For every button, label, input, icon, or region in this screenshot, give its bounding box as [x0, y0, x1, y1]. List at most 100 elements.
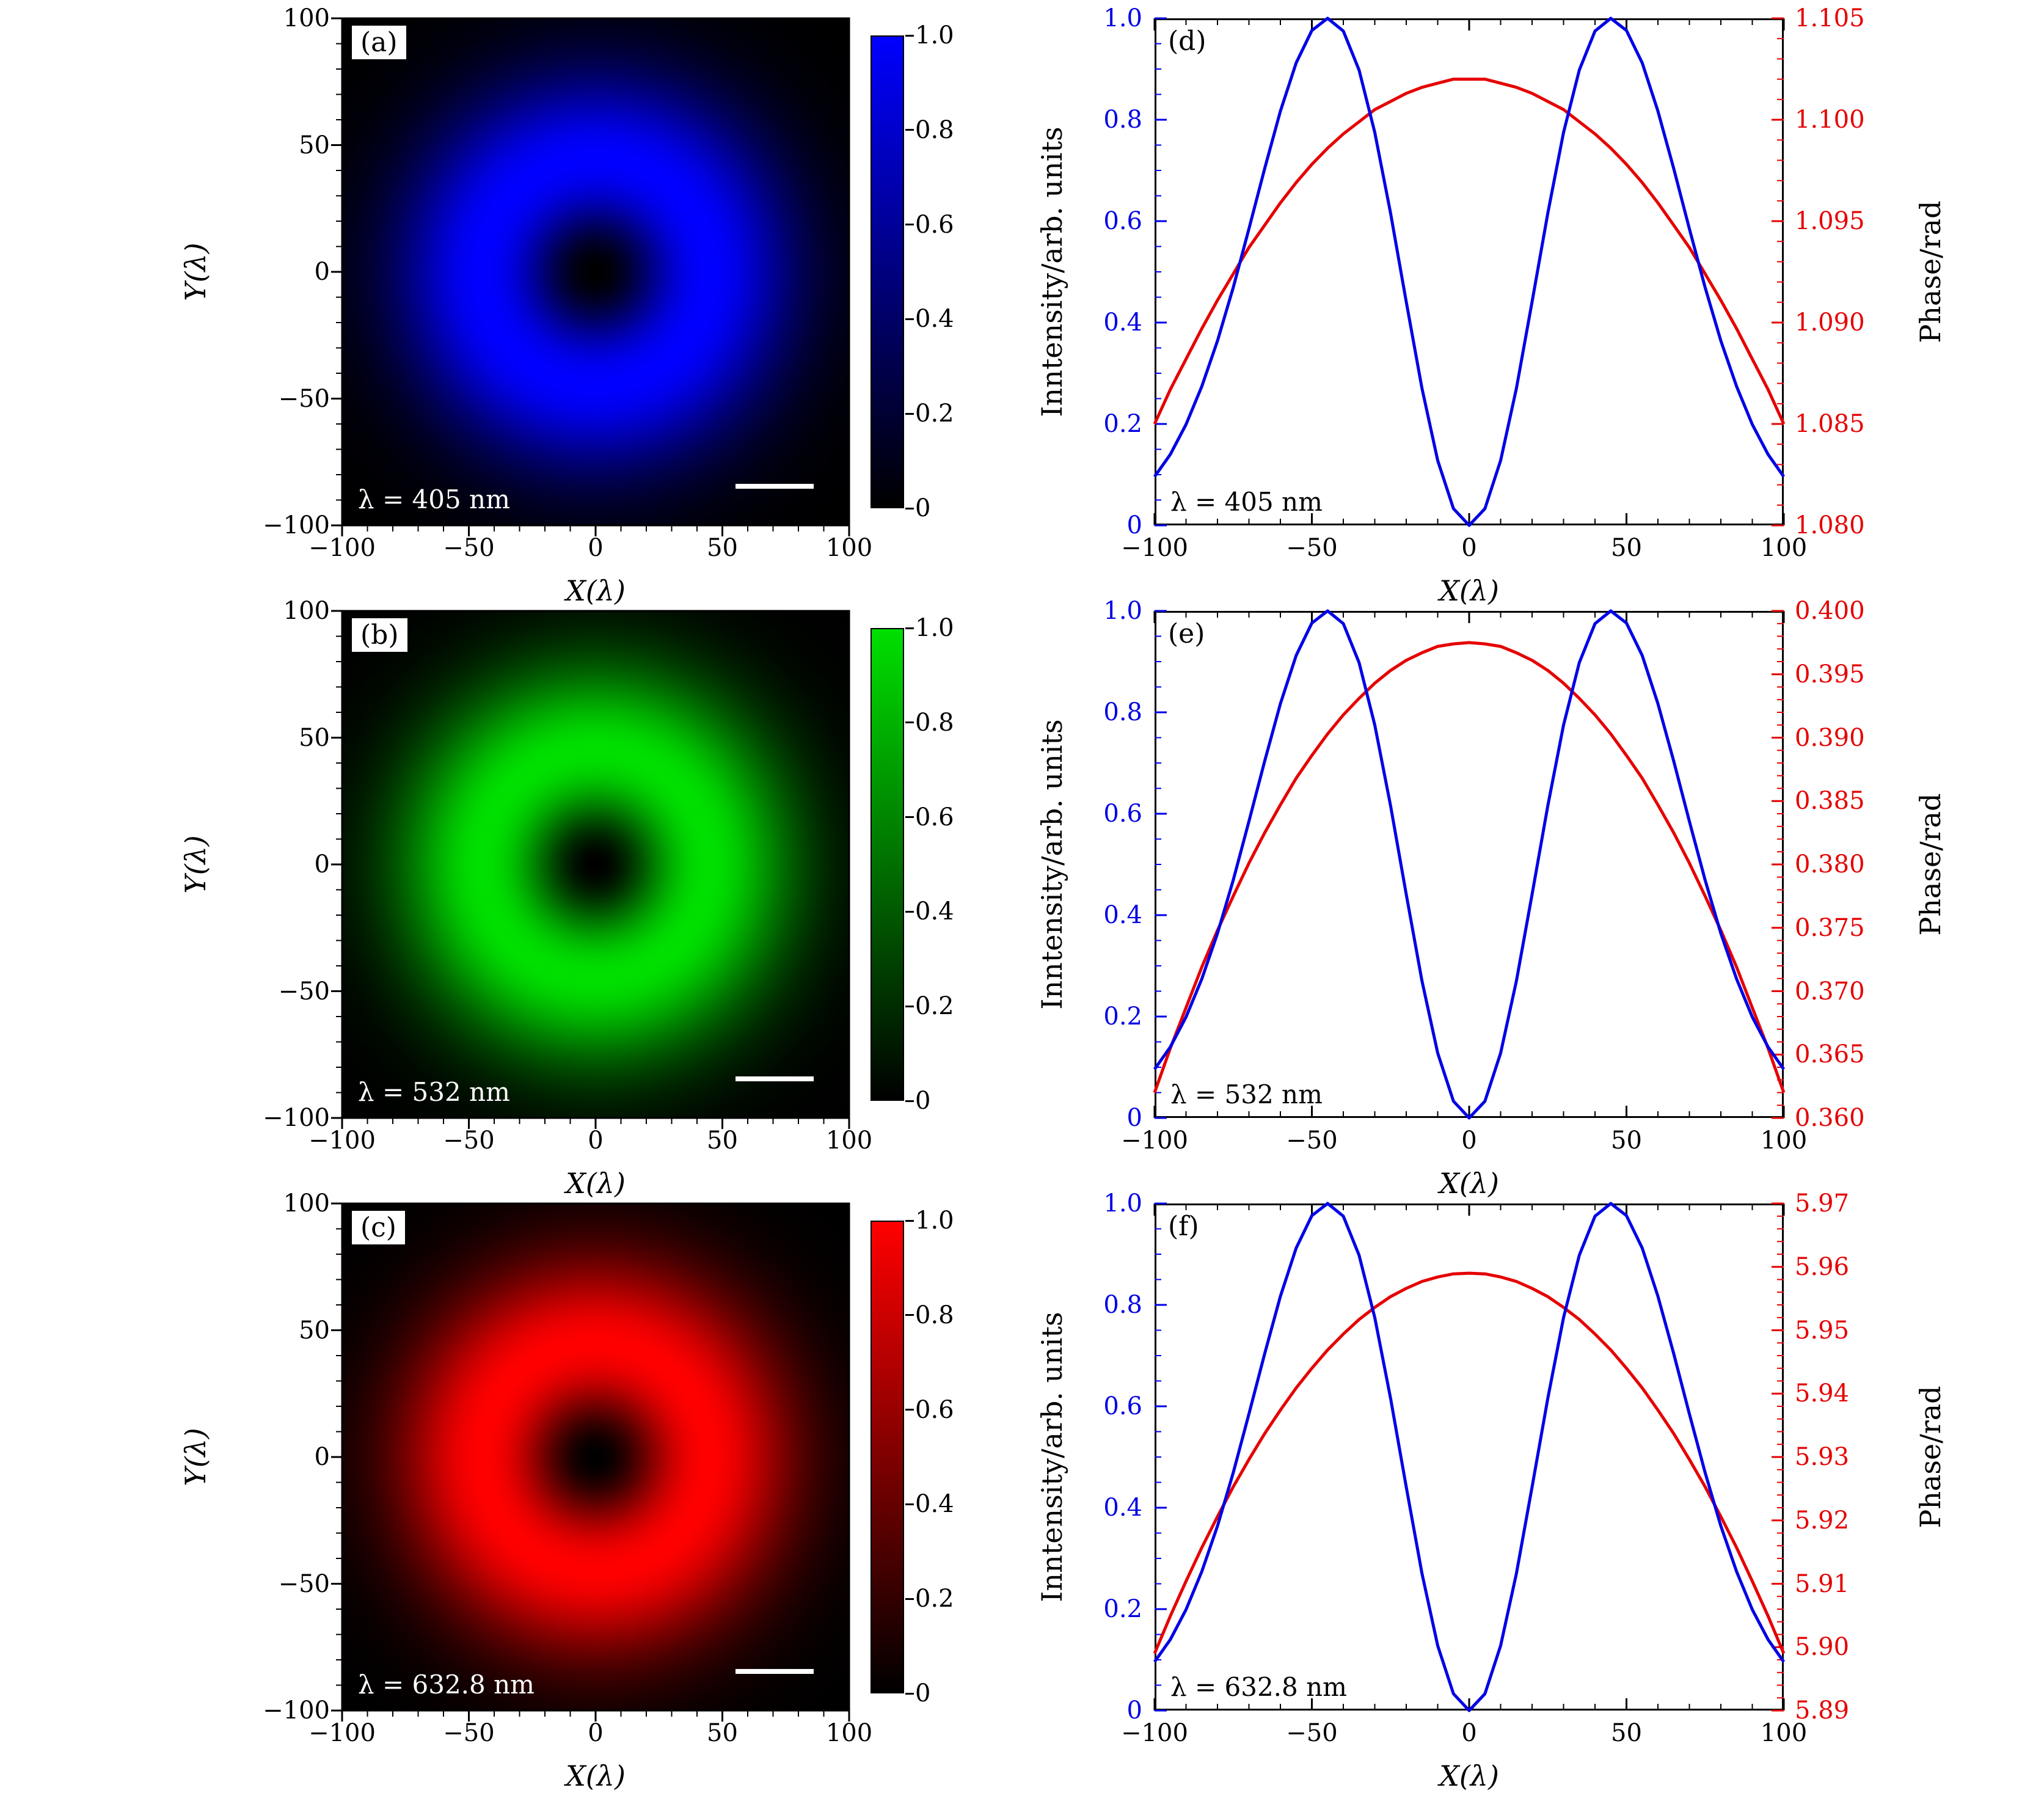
axes-ticks [331, 1202, 850, 1722]
colorbar-tick-label: 0 [915, 494, 931, 522]
colorbar [871, 1221, 904, 1693]
colorbar-tick-label: 0.8 [915, 1301, 954, 1329]
wavelength-label: λ = 532 nm [1170, 1079, 1323, 1109]
right-y-tick-label: 1.105 [1795, 4, 1865, 32]
y-tick-label: 100 [283, 4, 330, 32]
y-axis-label: Y(λ) [179, 243, 212, 301]
intensity-curve [1153, 1202, 1786, 1712]
phase-curve [1153, 641, 1786, 1094]
colorbar-tick-label: 0.6 [915, 803, 954, 831]
left-y-tick-label: 1.0 [1103, 4, 1142, 32]
right-y-tick-label: 5.92 [1795, 1506, 1850, 1535]
colorbar-tick [905, 507, 914, 509]
right-y-tick-label: 5.96 [1795, 1252, 1850, 1281]
y-tick-label: −100 [263, 1696, 330, 1725]
panel-c: (c) λ = 632.8 nm 0 0.2 0.4 0.6 0.8 1.0 −100 −5… [179, 1189, 954, 1792]
beam-heatmap-canvas [342, 18, 849, 525]
colorbar-tick-label: 0 [915, 1679, 931, 1707]
x-tick-label: −100 [1121, 1127, 1188, 1155]
panel-d: (d) λ = 405 nm −100 −50 0 50 100 0 0.2 0.4 0.6 0… [1035, 4, 1947, 607]
x-axis-label: X(λ) [1439, 1759, 1499, 1792]
x-tick-label: 0 [1461, 1719, 1477, 1747]
y-tick-label: −50 [278, 384, 330, 413]
y-tick-label: 100 [283, 1189, 330, 1218]
colorbar-tick-label: 0.4 [915, 897, 954, 926]
colorbar-tick [905, 1100, 914, 1102]
left-y-axis-label: Inntensity/arb. units [1035, 126, 1068, 417]
colorbar-tick [905, 627, 914, 629]
right-y-tick-label: 1.085 [1795, 410, 1865, 438]
wavelength-label: λ = 532 nm [358, 1077, 510, 1107]
panel-a: (a) λ = 405 nm 0 0.2 0.4 0.6 0.8 1.0 −100 −50 0… [179, 4, 954, 607]
beam-heatmap-canvas [342, 611, 849, 1118]
axes-ticks [331, 17, 850, 536]
colorbar-tick [905, 412, 914, 415]
phase-curve [1153, 78, 1786, 425]
axes-ticks [331, 610, 850, 1129]
colorbar-tick [905, 1314, 914, 1316]
phase-curve [1153, 1271, 1786, 1654]
right-y-tick-label: 0.360 [1795, 1104, 1865, 1132]
y-tick-label: 0 [314, 850, 330, 878]
colorbar-tick [905, 721, 914, 724]
x-tick-label: 50 [1611, 1719, 1642, 1747]
left-y-tick-label: 0 [1126, 1104, 1142, 1132]
x-axis-label: X(λ) [1439, 1167, 1499, 1200]
right-y-tick-label: 1.100 [1795, 106, 1865, 134]
wavelength-label: λ = 405 nm [358, 484, 510, 514]
colorbar-tick [905, 1503, 914, 1505]
right-y-tick-label: 0.370 [1795, 977, 1865, 1006]
right-y-tick-label: 5.94 [1795, 1379, 1850, 1408]
right-y-tick-label: 0.400 [1795, 597, 1865, 625]
colorbar-tick-label: 0.4 [915, 1490, 954, 1519]
right-y-tick-label: 0.390 [1795, 723, 1865, 752]
right-y-tick-label: 1.080 [1795, 511, 1865, 539]
right-y-tick-label: 5.93 [1795, 1443, 1850, 1471]
x-axis-label: X(λ) [566, 1759, 626, 1792]
beam-heatmap-canvas [342, 1203, 849, 1711]
panel-e: (e) λ = 532 nm −100 −50 0 50 100 0 0.2 0.4 0.6 0… [1035, 597, 1947, 1200]
x-axis-label: X(λ) [566, 574, 626, 607]
right-y-tick-label: 5.97 [1795, 1189, 1850, 1218]
panel-label: (a) [352, 26, 406, 59]
x-tick-label: 100 [1760, 1127, 1808, 1155]
x-tick-label: 50 [1611, 534, 1642, 562]
colorbar-tick-label: 1.0 [915, 21, 954, 49]
right-y-tick-label: 5.91 [1795, 1569, 1850, 1598]
right-y-tick-label: 1.095 [1795, 207, 1865, 235]
colorbar-tick-label: 0.6 [915, 210, 954, 239]
x-axis-label: X(λ) [1439, 574, 1499, 607]
x-tick-label: −50 [1286, 534, 1338, 562]
panel-label-text: (a) [360, 27, 398, 58]
x-tick-label: 100 [1760, 1719, 1808, 1747]
left-y-tick-label: 0 [1126, 1696, 1142, 1725]
right-y-tick-label: 5.89 [1795, 1696, 1850, 1725]
wavelength-label: λ = 632.8 nm [358, 1670, 535, 1700]
panel-label: (b) [352, 618, 407, 652]
colorbar-tick [905, 1005, 914, 1007]
x-tick-label: 0 [1461, 1127, 1477, 1155]
colorbar-tick-label: 0.6 [915, 1395, 954, 1424]
line-plot [1153, 609, 1786, 1120]
panel-label-text: (c) [360, 1212, 396, 1243]
colorbar-tick [905, 816, 914, 819]
y-tick-label: 0 [314, 258, 330, 286]
colorbar-tick [905, 1409, 914, 1411]
line-plot [1153, 16, 1786, 527]
x-tick-label: 50 [1611, 1127, 1642, 1155]
right-y-tick-label: 0.380 [1795, 850, 1865, 878]
colorbar-tick-label: 1.0 [915, 614, 954, 642]
colorbar-tick [905, 224, 914, 226]
y-tick-label: −50 [278, 977, 330, 1006]
wavelength-label: λ = 405 nm [1170, 487, 1323, 517]
right-y-tick-label: 0.375 [1795, 913, 1865, 942]
left-y-tick-label: 1.0 [1103, 1189, 1142, 1218]
colorbar-tick [905, 129, 914, 131]
colorbar-tick-label: 1.0 [915, 1207, 954, 1235]
x-tick-label: −100 [1121, 534, 1188, 562]
left-y-axis-label: Inntensity/arb. units [1035, 719, 1068, 1010]
y-axis-label: Y(λ) [179, 1428, 212, 1486]
colorbar-tick [905, 318, 914, 320]
y-axis-label: Y(λ) [179, 835, 212, 894]
